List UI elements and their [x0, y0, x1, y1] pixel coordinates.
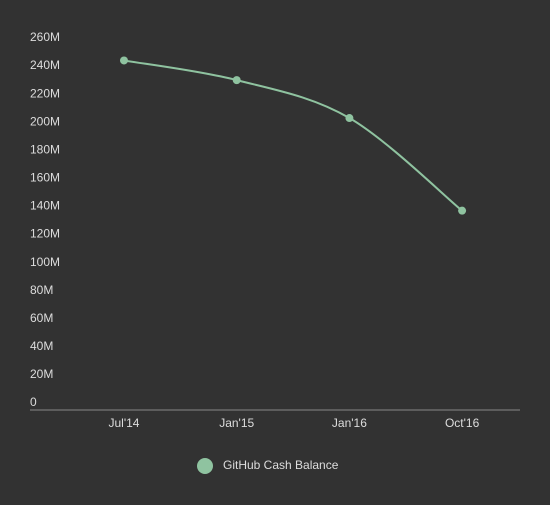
y-tick-label: 240M [30, 58, 60, 72]
y-tick-label: 40M [30, 339, 53, 353]
y-tick-label: 60M [30, 311, 53, 325]
legend-label: GitHub Cash Balance [223, 458, 339, 472]
point [120, 56, 128, 65]
y-tick-label: 220M [30, 86, 60, 100]
y-tick-label: 200M [30, 114, 60, 128]
y-tick-label: 20M [30, 367, 53, 381]
point [458, 206, 467, 215]
y-tick-label: 120M [30, 227, 60, 241]
y-tick-label: 100M [30, 255, 60, 269]
y-tick-label: 80M [30, 283, 53, 297]
x-tick-label: Jan'15 [219, 416, 254, 430]
y-tick-label: 260M [30, 30, 60, 44]
line [123, 59, 463, 212]
y-tick-label: 0 [30, 395, 37, 409]
y-tick-label: 160M [30, 171, 60, 185]
y-tick-label: 140M [30, 199, 60, 213]
legend-marker [197, 458, 213, 474]
x-tick-label: Oct'16 [445, 416, 480, 430]
x-tick-label: Jan'16 [332, 416, 367, 430]
x-tick-label: Jul'14 [109, 416, 140, 430]
point [345, 114, 354, 123]
point [232, 76, 241, 85]
y-tick-label: 180M [30, 142, 60, 156]
